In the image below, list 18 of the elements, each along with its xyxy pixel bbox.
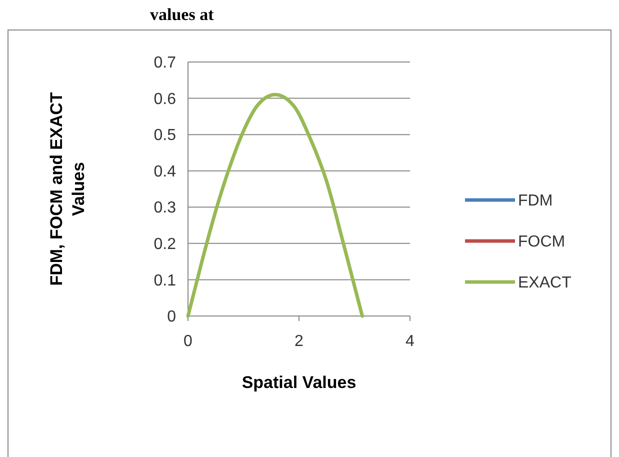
y-axis-title: FDM, FOCM and EXACT Values [47, 92, 88, 286]
x-tick-label: 4 [406, 333, 415, 350]
legend-label: FOCM [518, 234, 566, 251]
y-tick-label: 0.7 [154, 54, 176, 72]
y-tick-label: 0.3 [154, 200, 176, 217]
line-series [186, 92, 364, 318]
y-tick-label: 0 [167, 308, 176, 326]
x-axis-title: Spatial Values [242, 373, 356, 392]
y-tick-label: 0.1 [154, 272, 176, 290]
y-tick-label: 0.6 [154, 90, 176, 108]
chart-title: values at [150, 5, 214, 24]
legend-label: EXACT [518, 274, 572, 292]
y-tick-label: 0.2 [154, 236, 176, 254]
legend-label: FDM [518, 192, 553, 210]
x-tick-label: 0 [184, 333, 193, 350]
y-tick-label: 0.4 [154, 163, 176, 180]
x-tick-label: 2 [294, 333, 304, 350]
y-tick-label: 0.5 [154, 127, 176, 144]
